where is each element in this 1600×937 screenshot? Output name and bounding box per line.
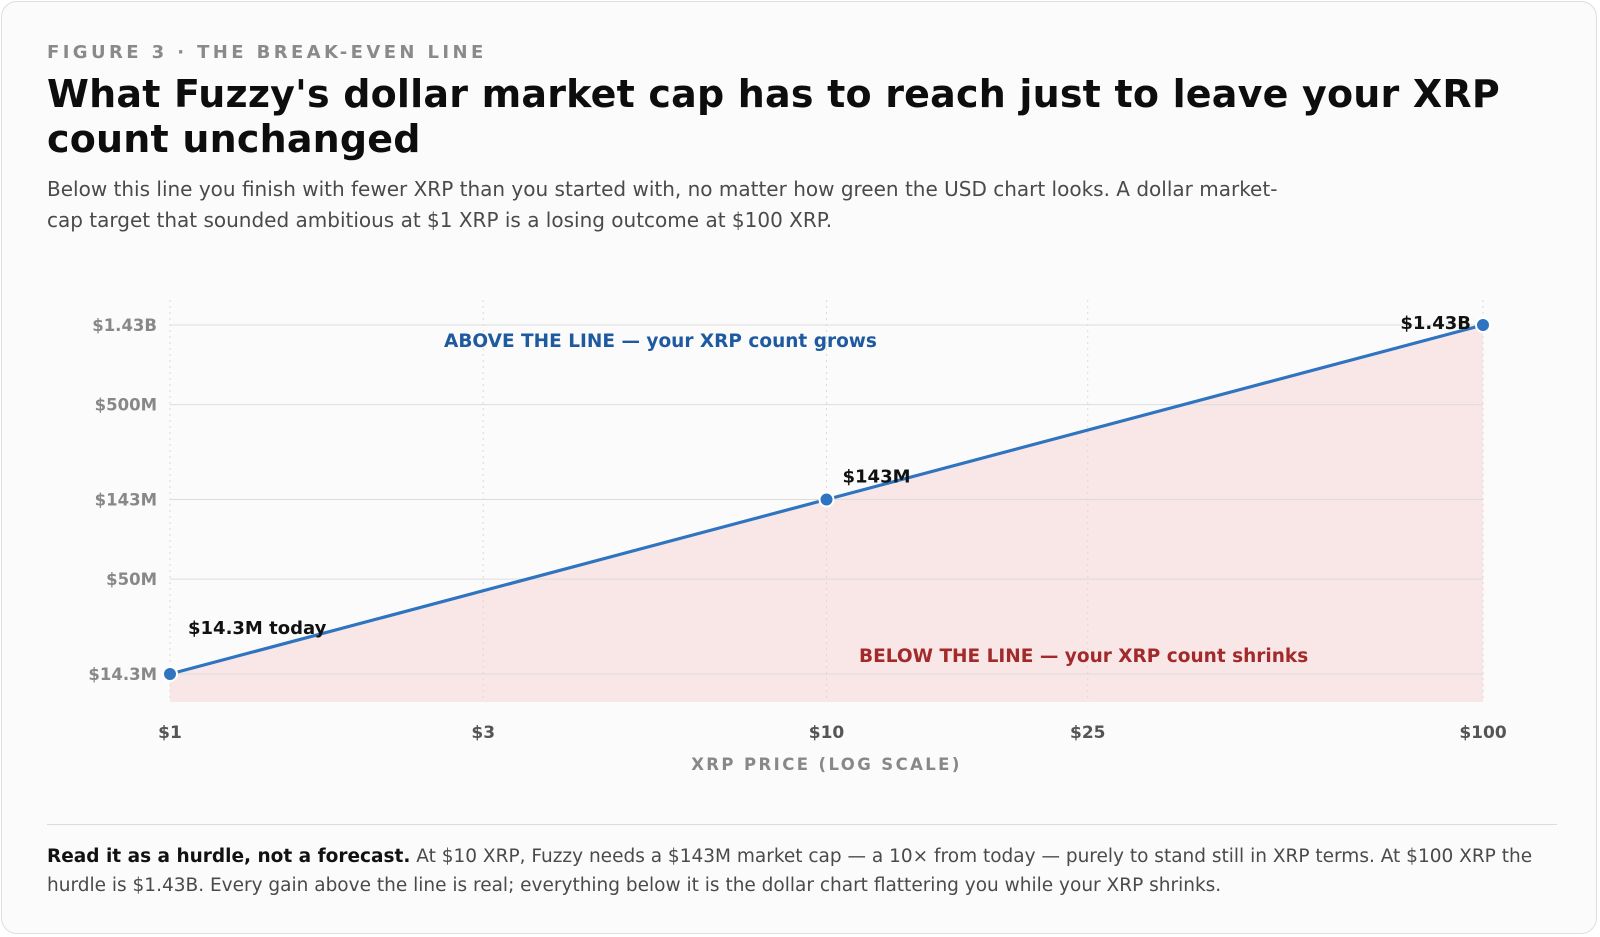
data-point (818, 491, 835, 508)
x-tick-label: $25 (1070, 723, 1106, 743)
footer-divider (47, 824, 1557, 825)
point-label: $143M (843, 467, 911, 488)
y-tick-label: $14.3M (88, 665, 157, 684)
data-point (1475, 317, 1491, 333)
point-label: $14.3M today (188, 618, 327, 639)
break-even-chart: $14.3M $50M $143M $500M $1.43B $1 $3 $10 $25 $100… (88, 300, 1507, 774)
y-tick-label: $143M (95, 491, 157, 510)
chart-subtitle: Below this line you finish with fewer XR… (47, 177, 1278, 232)
x-tick-label: $1 (158, 723, 182, 743)
footer-note-body: At $10 XRP, Fuzzy needs a $143M market c… (47, 846, 1533, 896)
y-tick-label: $50M (106, 570, 157, 589)
footer-note-lead: Read it as a hurdle, not a forecast. (47, 846, 411, 867)
chart-title: What Fuzzy's dollar market cap has to re… (47, 72, 1500, 161)
y-tick-label: $500M (95, 396, 157, 415)
figure-eyebrow: FIGURE 3 · THE BREAK-EVEN LINE (47, 42, 487, 63)
x-tick-label: $100 (1459, 723, 1506, 743)
above-line-annotation: ABOVE THE LINE — your XRP count grows (444, 331, 877, 352)
footer-note: Read it as a hurdle, not a forecast. At … (47, 842, 1557, 900)
below-line-annotation: BELOW THE LINE — your XRP count shrinks (859, 646, 1308, 667)
y-tick-label: $1.43B (92, 316, 157, 335)
data-point (162, 666, 178, 682)
x-axis-title: XRP PRICE (LOG SCALE) (691, 755, 962, 774)
point-label: $1.43B (1400, 313, 1471, 334)
x-tick-label: $3 (471, 723, 495, 743)
below-line-region (170, 325, 1483, 702)
x-tick-label: $10 (809, 723, 845, 743)
